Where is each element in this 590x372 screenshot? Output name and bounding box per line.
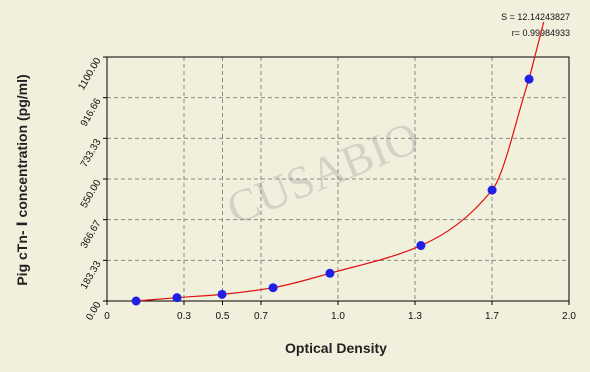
x-tick-label: 0.3	[177, 311, 191, 322]
data-point	[487, 185, 497, 195]
x-tick-label: 1.7	[485, 311, 499, 322]
x-tick-label: 0.7	[254, 311, 268, 322]
x-tick-label: 2.0	[562, 311, 576, 322]
data-point	[268, 283, 278, 293]
data-point	[325, 268, 335, 278]
x-tick-label: 0.5	[216, 311, 230, 322]
annotation: S = 12.14243827	[501, 12, 570, 22]
data-point	[416, 241, 426, 251]
x-tick-label: 1.3	[408, 311, 422, 322]
x-tick-label: 0	[104, 311, 110, 322]
plot-frame	[106, 56, 570, 302]
data-point	[131, 296, 141, 306]
data-point	[217, 289, 227, 299]
y-axis-title: Pig cTn- Ⅰ concentration (pg/ml)	[14, 74, 30, 285]
data-point	[524, 74, 534, 84]
data-point	[172, 293, 182, 303]
x-axis-title: Optical Density	[285, 340, 387, 356]
x-tick-label: 1.0	[331, 311, 345, 322]
